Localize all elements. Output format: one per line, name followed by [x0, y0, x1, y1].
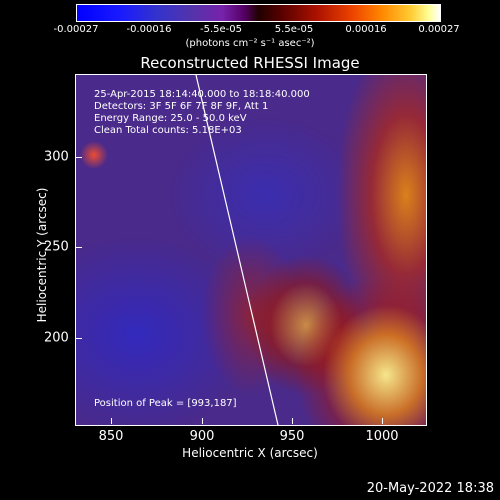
y-tick-label: 300 — [44, 149, 69, 165]
detectors-label: Detectors: 3F 5F 6F 7F 8F 9F, Att 1 — [94, 101, 269, 112]
y-tick — [76, 247, 82, 248]
y-tick — [76, 157, 82, 158]
x-tick — [382, 418, 383, 424]
y-axis-title: Heliocentric Y (arcsec) — [35, 187, 49, 323]
rhessi-image: 25-Apr-2015 18:14:40.000 to 18:18:40.000… — [75, 74, 427, 426]
x-tick-label: 1000 — [365, 429, 399, 444]
y-tick-label: 250 — [44, 239, 69, 255]
x-tick — [111, 418, 112, 424]
peak-position-label: Position of Peak = [993,187] — [94, 398, 237, 409]
y-tick — [76, 338, 82, 339]
y-tick-label: 200 — [44, 330, 69, 346]
image-title: Reconstructed RHESSI Image — [140, 54, 360, 72]
colorbar-tick-label: -0.00027 — [53, 24, 99, 35]
colorbar — [76, 4, 441, 22]
x-tick-label: 950 — [279, 429, 305, 444]
colorbar-units: (photons cm⁻² s⁻¹ asec⁻²) — [185, 38, 315, 49]
colorbar-tick-label: -5.5e-05 — [200, 24, 242, 35]
colorbar-tick-label: 5.5e-05 — [274, 24, 314, 35]
x-tick-label: 850 — [98, 429, 124, 444]
x-tick — [292, 418, 293, 424]
colorbar-tick-label: -0.00016 — [126, 24, 172, 35]
x-tick — [202, 418, 203, 424]
energy-range-label: Energy Range: 25.0 - 50.0 keV — [94, 113, 247, 124]
time-range-label: 25-Apr-2015 18:14:40.000 to 18:18:40.000 — [94, 89, 310, 100]
x-axis-title: Heliocentric X (arcsec) — [182, 446, 318, 460]
timestamp: 20-May-2022 18:38 — [366, 481, 494, 496]
method-counts-label: Clean Total counts: 5.18E+03 — [94, 125, 242, 136]
solar-limb-line — [195, 75, 279, 425]
colorbar-tick-label: 0.00016 — [345, 24, 387, 35]
colorbar-tick-label: 0.00027 — [418, 24, 460, 35]
x-tick-label: 900 — [189, 429, 215, 444]
